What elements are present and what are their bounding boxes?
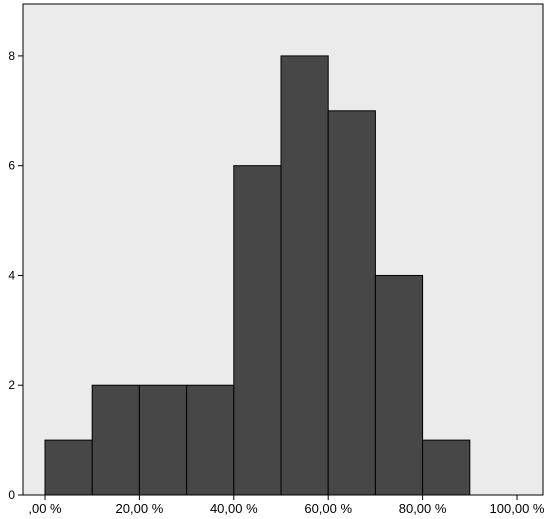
y-tick-label: 0 bbox=[8, 488, 15, 502]
x-axis: ,00 % 20,00 % 40,00 % 60,00 % 80,00 % 100,00 … bbox=[28, 495, 545, 516]
plot-frame bbox=[22, 3, 544, 496]
x-tick-label: 60,00 % bbox=[304, 501, 352, 516]
histogram-bar bbox=[422, 439, 471, 496]
y-tick-label: 8 bbox=[8, 49, 15, 63]
histogram-bar bbox=[374, 274, 424, 496]
histogram-bar bbox=[44, 439, 93, 496]
x-tick-label: 100,00 % bbox=[490, 501, 545, 516]
histogram-bar bbox=[280, 55, 329, 496]
y-axis: 0 2 4 6 8 bbox=[8, 49, 23, 502]
x-tick-label: 40,00 % bbox=[210, 501, 258, 516]
bars-group bbox=[44, 55, 471, 496]
histogram-bar bbox=[186, 384, 235, 496]
y-tick-label: 2 bbox=[8, 378, 15, 392]
x-tick-label: 20,00 % bbox=[116, 501, 164, 516]
x-tick-label: 80,00 % bbox=[399, 501, 447, 516]
x-tick-label: ,00 % bbox=[28, 501, 62, 516]
y-tick-label: 6 bbox=[8, 159, 15, 173]
histogram-bar bbox=[327, 110, 376, 496]
histogram-bar bbox=[91, 384, 140, 496]
histogram-bar bbox=[233, 165, 282, 496]
histogram-bar bbox=[138, 384, 188, 496]
y-tick-label: 4 bbox=[8, 268, 15, 282]
